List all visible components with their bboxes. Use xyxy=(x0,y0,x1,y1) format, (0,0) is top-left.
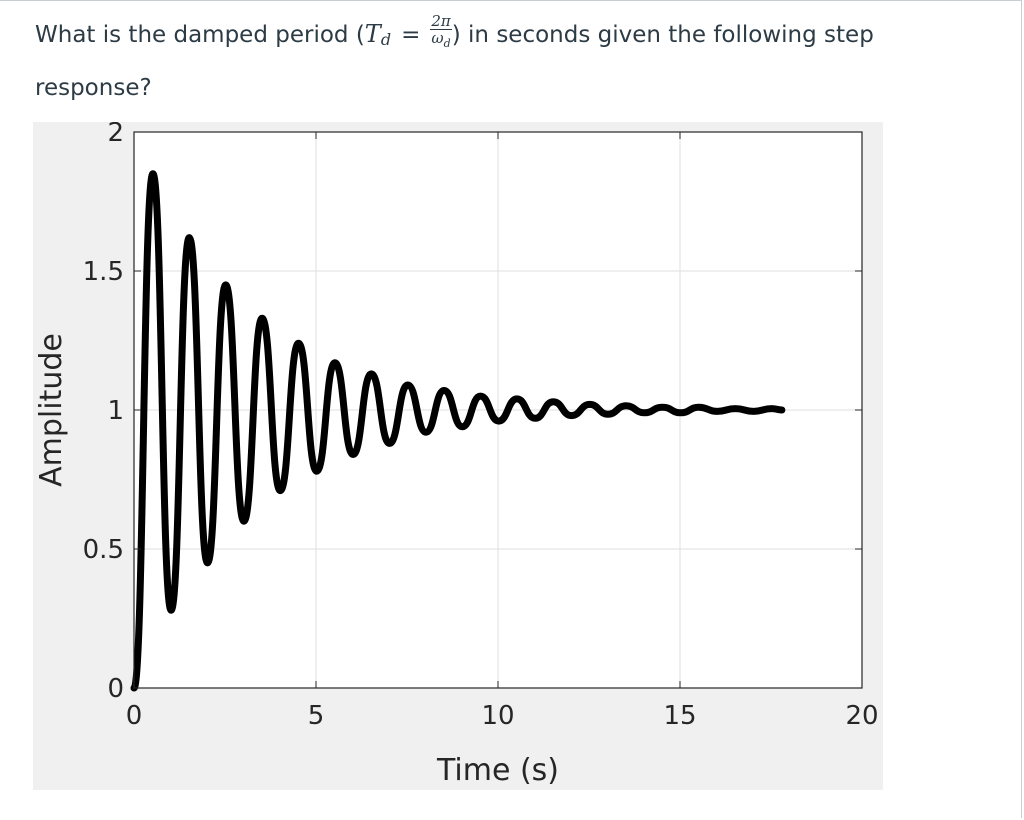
x-tick-label: 15 xyxy=(663,701,696,731)
chart-figure: 0 5 10 15 20 0 0.5 1 1.5 2 Time (s) Amplitude xyxy=(33,118,883,790)
step-response-chart: 0 5 10 15 20 0 0.5 1 1.5 2 Time (s) Amplitude xyxy=(34,118,879,788)
x-tick-label: 20 xyxy=(845,701,878,731)
y-axis-label: Amplitude xyxy=(34,333,69,487)
y-tick-label: 0 xyxy=(107,674,124,704)
equals-sign: = xyxy=(401,22,421,48)
x-tick-label: 0 xyxy=(126,701,143,731)
step-response-line xyxy=(130,170,786,692)
x-tick-label: 5 xyxy=(308,701,325,731)
axis-ticks: 0 5 10 15 20 0 0.5 1 1.5 2 xyxy=(83,118,879,731)
y-tick-label: 1.5 xyxy=(83,257,124,287)
question-text-after: ) in seconds given the following step re… xyxy=(35,22,874,101)
x-tick-label: 10 xyxy=(481,701,514,731)
symbol-td: Td xyxy=(364,20,392,49)
fraction-2pi-over-wd: 2π ωd xyxy=(430,12,452,52)
x-axis-label: Time (s) xyxy=(436,753,559,788)
fraction-numerator: 2π xyxy=(430,12,452,30)
y-tick-label: 0.5 xyxy=(83,535,124,565)
fraction-denominator: ωd xyxy=(431,29,451,50)
question-text-before: What is the damped period ( xyxy=(35,22,365,48)
question-text: What is the damped period (Td = 2π ωd) in s… xyxy=(35,10,935,112)
y-tick-label: 1 xyxy=(107,396,124,426)
series-layer xyxy=(130,170,786,692)
y-tick-label: 2 xyxy=(107,122,124,148)
